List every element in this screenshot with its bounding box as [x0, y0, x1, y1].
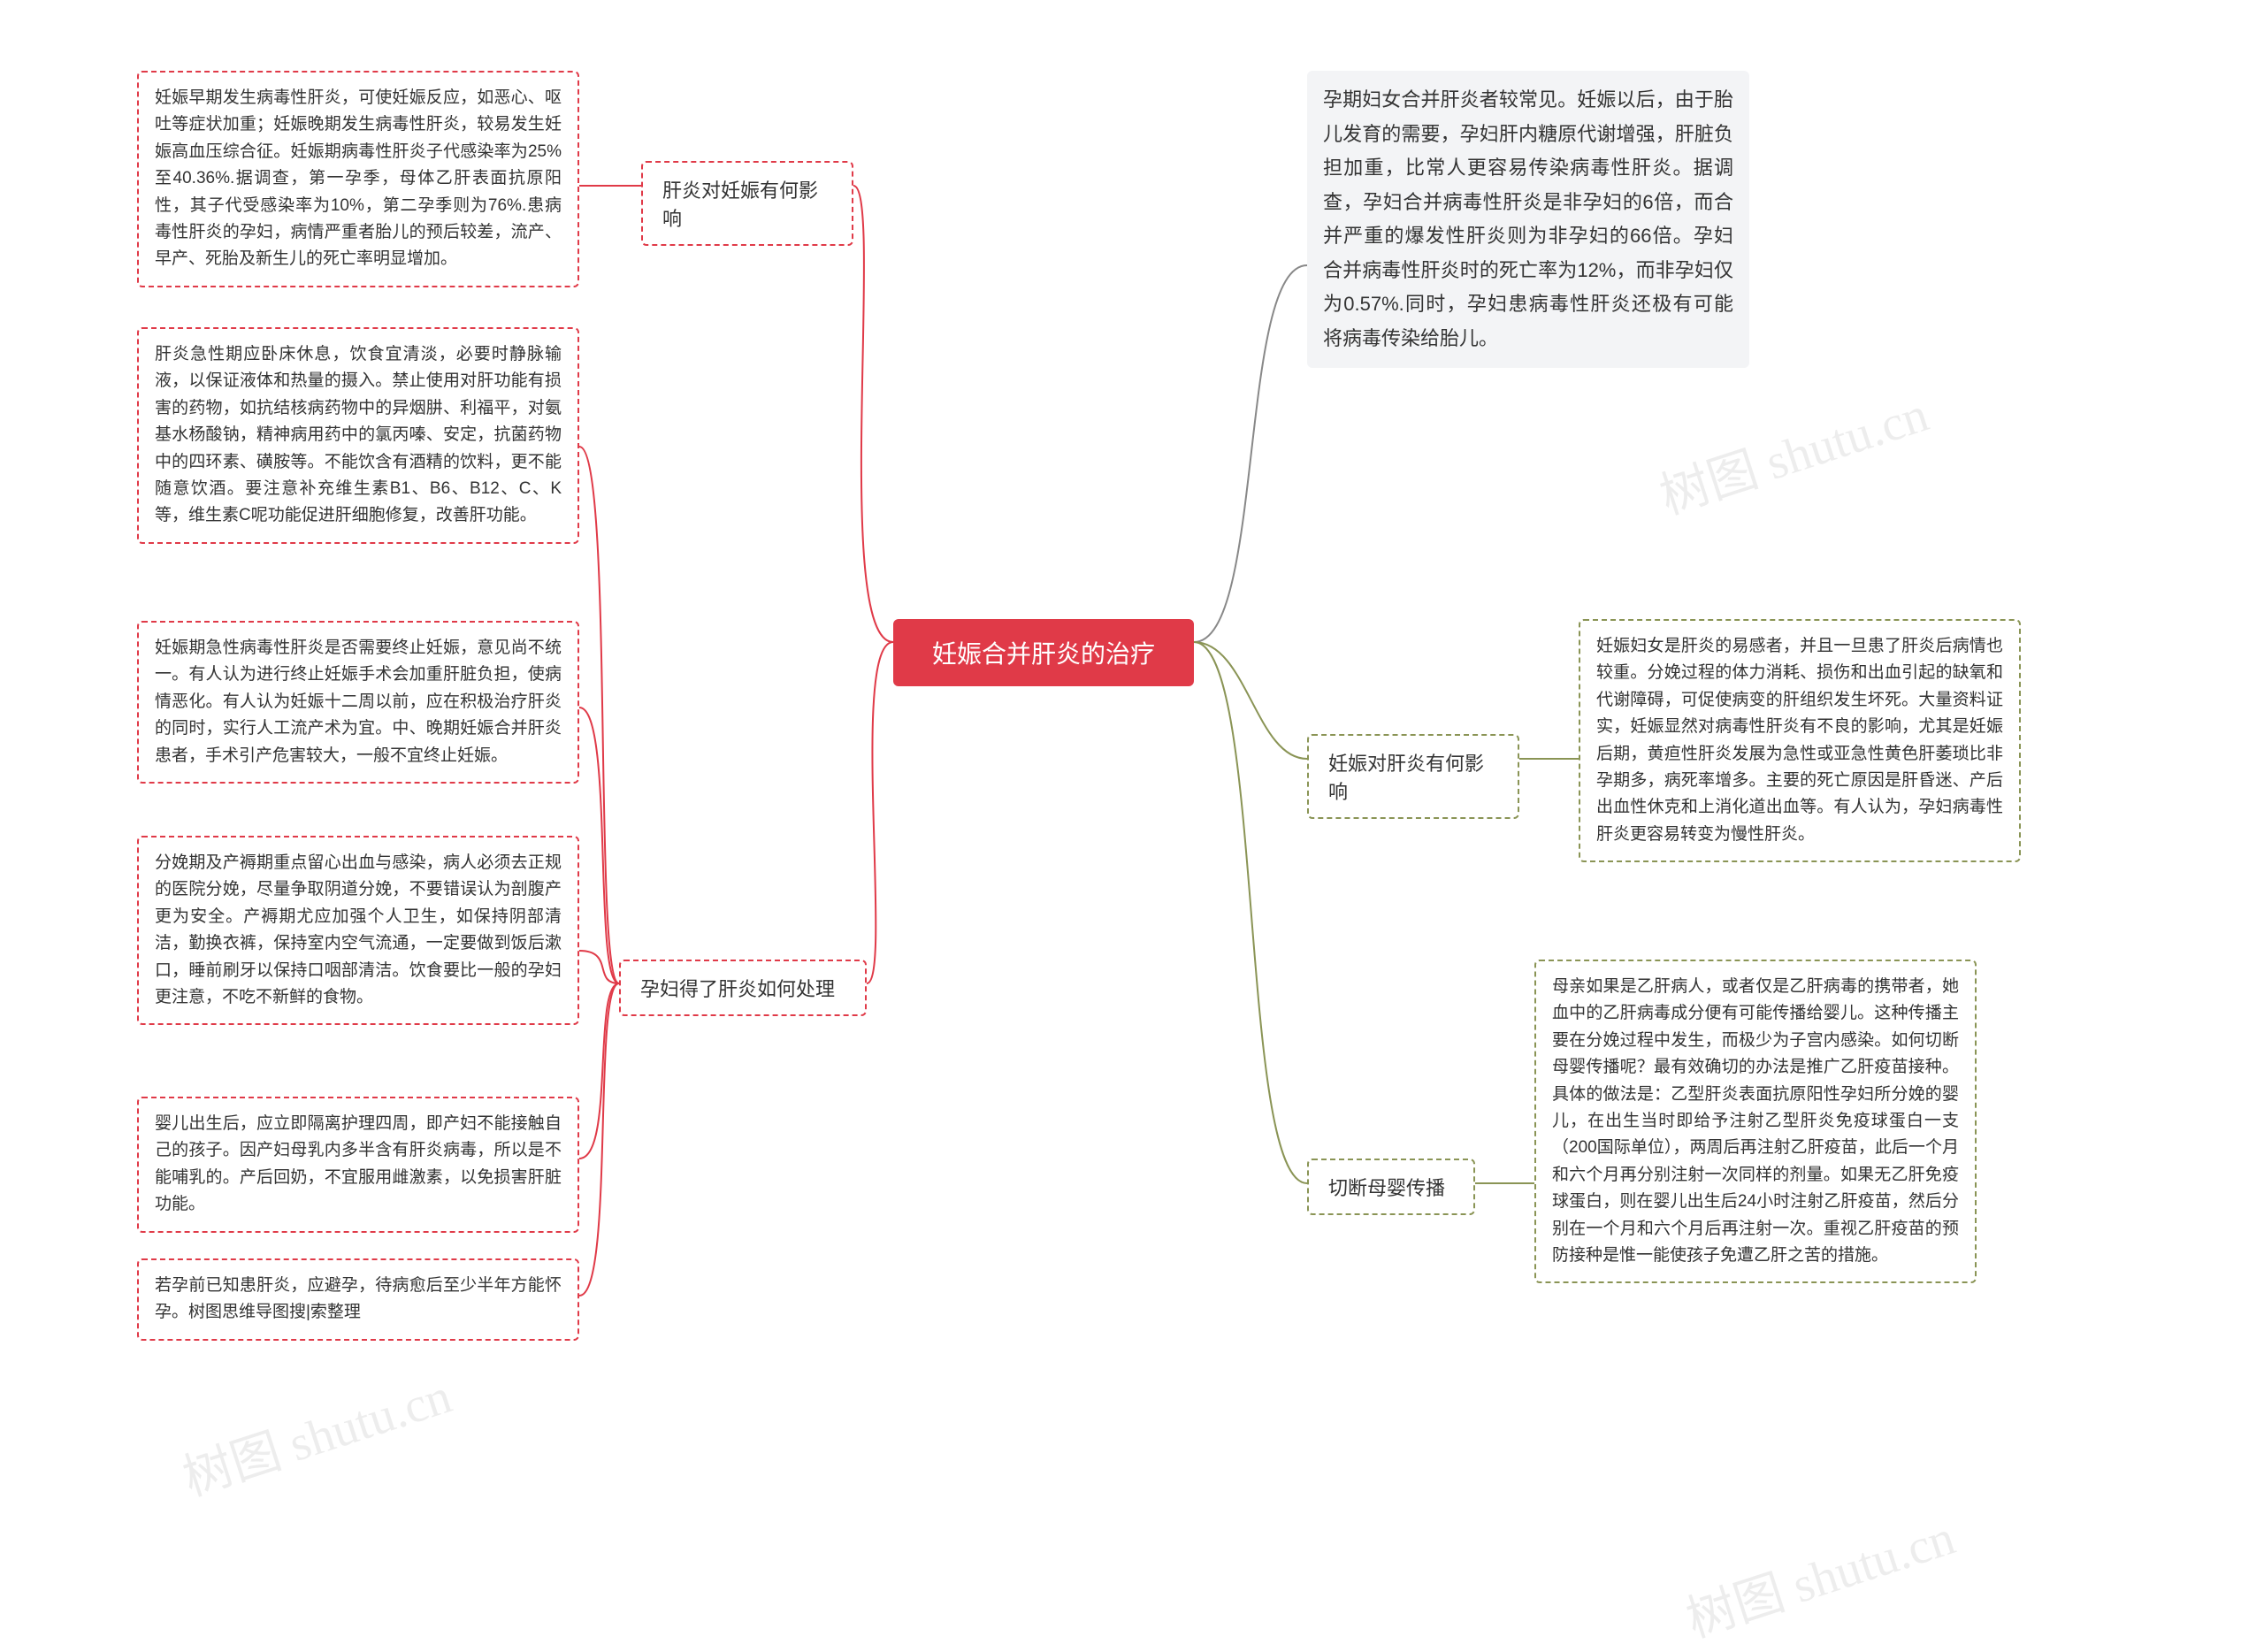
- branch-block-transmission[interactable]: 切断母婴传播: [1307, 1159, 1475, 1215]
- watermark: 树图 shutu.cn: [172, 1356, 459, 1510]
- watermark: 树图 shutu.cn: [1676, 1497, 1962, 1651]
- leaf-l6: 若孕前已知患肝炎，应避孕，待病愈后至少半年方能怀孕。树图思维导图搜|索整理: [137, 1258, 579, 1341]
- leaf-r2: 妊娠妇女是肝炎的易感者，并且一旦患了肝炎后病情也较重。分娩过程的体力消耗、损伤和…: [1579, 619, 2021, 862]
- leaf-l1: 妊娠早期发生病毒性肝炎，可使妊娠反应，如恶心、呕吐等症状加重；妊娠晚期发生病毒性…: [137, 71, 579, 287]
- leaf-l4: 分娩期及产褥期重点留心出血与感染，病人必须去正规的医院分娩，尽量争取阴道分娩，不…: [137, 836, 579, 1025]
- leaf-l5: 婴儿出生后，应立即隔离护理四周，即产妇不能接触自己的孩子。因产妇母乳内多半含有肝…: [137, 1097, 579, 1233]
- leaf-r3: 母亲如果是乙肝病人，或者仅是乙肝病毒的携带者，她血中的乙肝病毒成分便有可能传播给…: [1534, 960, 1977, 1283]
- branch-hepatitis-affects-pregnancy[interactable]: 肝炎对妊娠有何影响: [641, 161, 853, 246]
- branch-pregnancy-affects-hepatitis[interactable]: 妊娠对肝炎有何影响: [1307, 734, 1519, 819]
- branch-how-to-handle[interactable]: 孕妇得了肝炎如何处理: [619, 960, 867, 1016]
- leaf-l2: 肝炎急性期应卧床休息，饮食宜清淡，必要时静脉输液，以保证液体和热量的摄入。禁止使…: [137, 327, 579, 544]
- watermark: 树图 shutu.cn: [1649, 374, 1936, 528]
- leaf-l3: 妊娠期急性病毒性肝炎是否需要终止妊娠，意见尚不统一。有人认为进行终止妊娠手术会加…: [137, 621, 579, 784]
- root-node[interactable]: 妊娠合并肝炎的治疗: [893, 619, 1194, 686]
- leaf-r1-highlighted: 孕期妇女合并肝炎者较常见。妊娠以后，由于胎儿发育的需要，孕妇肝内糖原代谢增强，肝…: [1307, 71, 1749, 368]
